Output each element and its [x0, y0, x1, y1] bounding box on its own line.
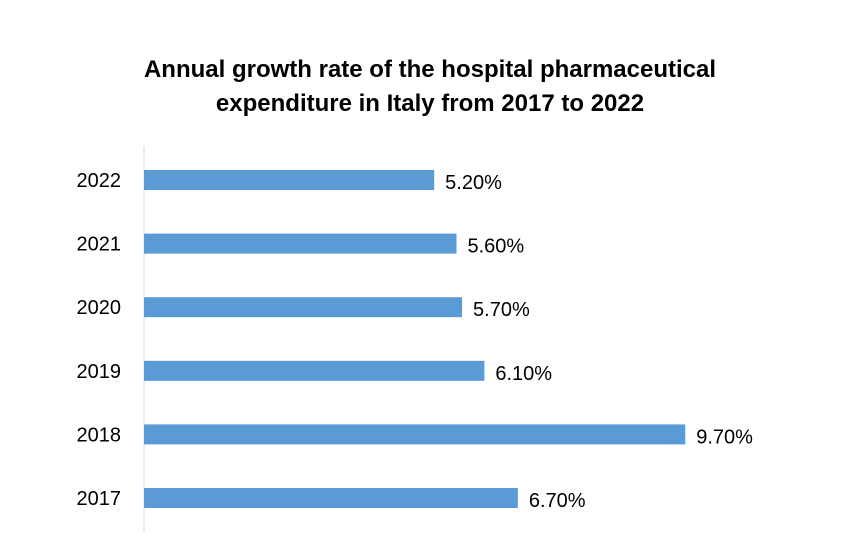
data-label: 9.70% [696, 426, 753, 448]
category-label: 2020 [77, 297, 122, 319]
bar [144, 360, 485, 381]
category-label: 2019 [77, 361, 122, 383]
data-label: 5.70% [473, 299, 530, 321]
category-label: 2017 [77, 488, 122, 510]
bars-group: 2022 5.20% 2021 5.60% 2020 5.70% 2019 6.10% 2018… [77, 170, 753, 512]
data-label: 6.70% [529, 490, 586, 512]
data-label: 5.20% [445, 172, 502, 194]
bar [144, 297, 463, 318]
chart-title-line-2: expenditure in Italy from 2017 to 2022 [216, 90, 644, 117]
bar [144, 170, 435, 190]
bar [144, 488, 518, 508]
category-label: 2022 [77, 170, 122, 192]
category-label: 2018 [77, 424, 122, 446]
data-label: 6.10% [495, 363, 552, 385]
category-label: 2021 [77, 234, 122, 256]
bar [144, 233, 457, 254]
bar [144, 424, 686, 445]
chart-title-line-1: Annual growth rate of the hospital pharm… [144, 56, 716, 83]
data-label: 5.60% [467, 236, 524, 258]
